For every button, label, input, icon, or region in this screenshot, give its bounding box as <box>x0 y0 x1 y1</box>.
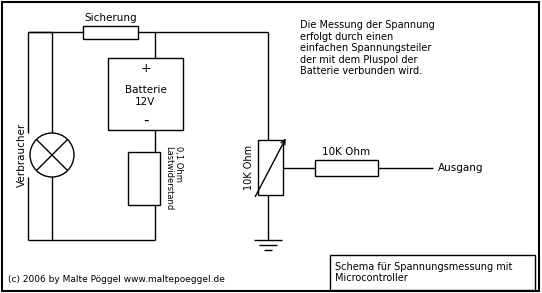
Text: Sicherung: Sicherung <box>84 13 137 23</box>
Text: 0,1 Ohm
Lastwiderstand: 0,1 Ohm Lastwiderstand <box>164 146 183 211</box>
Text: +: + <box>140 62 151 74</box>
Text: 10K Ohm: 10K Ohm <box>244 145 254 190</box>
Bar <box>128 152 160 205</box>
Text: Ausgang: Ausgang <box>438 163 483 173</box>
Text: Die Messung der Spannung
erfolgt durch einen
einfachen Spannungsteiler
der mit d: Die Messung der Spannung erfolgt durch e… <box>300 20 435 76</box>
Bar <box>330 255 535 290</box>
Text: (c) 2006 by Malte Pöggel www.maltepoeggel.de: (c) 2006 by Malte Pöggel www.maltepoegge… <box>8 275 225 285</box>
Text: Verbraucher: Verbraucher <box>17 123 27 187</box>
Text: Batterie
12V: Batterie 12V <box>125 85 166 107</box>
Text: -: - <box>143 113 149 127</box>
Bar <box>83 26 138 39</box>
Text: Schema für Spannungsmessung mit
Microcontroller: Schema für Spannungsmessung mit Microcon… <box>335 262 512 283</box>
Text: 10K Ohm: 10K Ohm <box>322 147 371 157</box>
Bar <box>258 140 283 195</box>
Bar <box>315 160 378 176</box>
Bar <box>108 58 183 130</box>
